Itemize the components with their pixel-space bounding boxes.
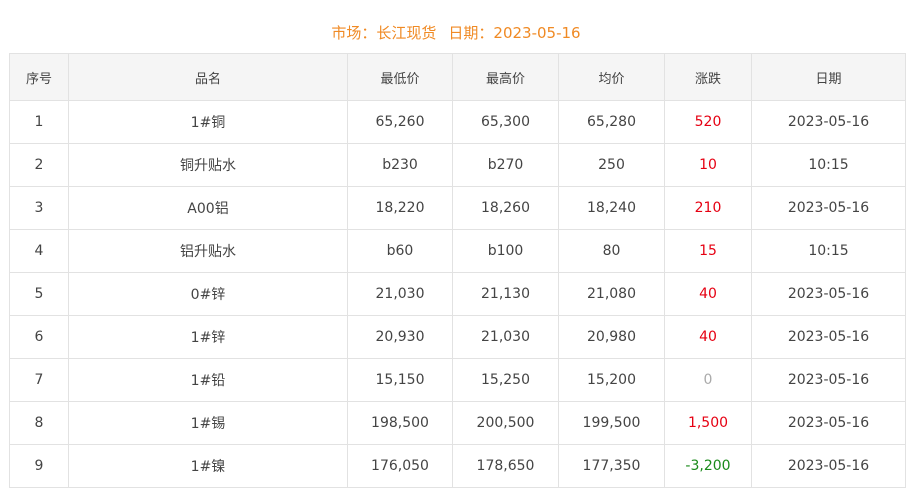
- cell-index: 2: [9, 143, 69, 187]
- cell-high: b100: [452, 229, 559, 273]
- price-table: 序号 品名 最低价 最高价 均价 涨跌 日期 1 1#铜 65,260 65,300 6…: [9, 53, 906, 488]
- cell-date: 2023-05-16: [751, 100, 906, 144]
- cell-low: 18,220: [347, 186, 453, 230]
- cell-name: 0#锌: [68, 272, 348, 316]
- cell-name: 1#铜: [68, 100, 348, 144]
- cell-low: b60: [347, 229, 453, 273]
- table-row: 5 0#锌 21,030 21,130 21,080 40 2023-05-16: [9, 272, 906, 316]
- cell-index: 5: [9, 272, 69, 316]
- cell-change: 10: [664, 143, 752, 187]
- table-row: 2 铜升贴水 b230 b270 250 10 10:15: [9, 143, 906, 187]
- cell-date: 2023-05-16: [751, 358, 906, 402]
- header-high: 最高价: [452, 53, 559, 101]
- cell-date: 10:15: [751, 143, 906, 187]
- cell-avg: 80: [558, 229, 665, 273]
- table-row: 9 1#镍 176,050 178,650 177,350 -3,200 2023-05-1…: [9, 444, 906, 488]
- cell-index: 7: [9, 358, 69, 402]
- header-index: 序号: [9, 53, 69, 101]
- cell-high: b270: [452, 143, 559, 187]
- table-row: 3 A00铝 18,220 18,260 18,240 210 2023-05-16: [9, 186, 906, 230]
- cell-change: 1,500: [664, 401, 752, 445]
- cell-index: 6: [9, 315, 69, 359]
- header-avg: 均价: [558, 53, 665, 101]
- cell-name: 铜升贴水: [68, 143, 348, 187]
- date-label: 日期：2023-05-16: [448, 24, 581, 42]
- cell-change: 40: [664, 272, 752, 316]
- table-row: 7 1#铅 15,150 15,250 15,200 0 2023-05-16: [9, 358, 906, 402]
- table-row: 1 1#铜 65,260 65,300 65,280 520 2023-05-16: [9, 100, 906, 144]
- cell-low: 21,030: [347, 272, 453, 316]
- cell-high: 178,650: [452, 444, 559, 488]
- cell-low: 176,050: [347, 444, 453, 488]
- table-row: 8 1#锡 198,500 200,500 199,500 1,500 2023-05-16: [9, 401, 906, 445]
- cell-high: 15,250: [452, 358, 559, 402]
- cell-avg: 21,080: [558, 272, 665, 316]
- cell-change: 210: [664, 186, 752, 230]
- cell-avg: 65,280: [558, 100, 665, 144]
- cell-date: 2023-05-16: [751, 401, 906, 445]
- cell-low: 198,500: [347, 401, 453, 445]
- header-change: 涨跌: [664, 53, 752, 101]
- cell-avg: 15,200: [558, 358, 665, 402]
- cell-name: 铝升贴水: [68, 229, 348, 273]
- cell-avg: 250: [558, 143, 665, 187]
- cell-high: 200,500: [452, 401, 559, 445]
- cell-avg: 18,240: [558, 186, 665, 230]
- cell-low: 20,930: [347, 315, 453, 359]
- cell-date: 2023-05-16: [751, 186, 906, 230]
- cell-index: 4: [9, 229, 69, 273]
- market-label: 市场：长江现货: [331, 24, 437, 42]
- cell-name: 1#铅: [68, 358, 348, 402]
- page-title: 市场：长江现货 日期：2023-05-16: [0, 22, 912, 43]
- cell-low: 65,260: [347, 100, 453, 144]
- cell-index: 8: [9, 401, 69, 445]
- cell-name: 1#锡: [68, 401, 348, 445]
- cell-high: 65,300: [452, 100, 559, 144]
- cell-date: 10:15: [751, 229, 906, 273]
- cell-change: 40: [664, 315, 752, 359]
- table-row: 6 1#锌 20,930 21,030 20,980 40 2023-05-16: [9, 315, 906, 359]
- cell-high: 21,030: [452, 315, 559, 359]
- cell-name: 1#锌: [68, 315, 348, 359]
- cell-date: 2023-05-16: [751, 315, 906, 359]
- cell-change: 0: [664, 358, 752, 402]
- cell-date: 2023-05-16: [751, 444, 906, 488]
- cell-index: 1: [9, 100, 69, 144]
- cell-low: b230: [347, 143, 453, 187]
- table-row: 4 铝升贴水 b60 b100 80 15 10:15: [9, 229, 906, 273]
- cell-high: 21,130: [452, 272, 559, 316]
- cell-name: A00铝: [68, 186, 348, 230]
- header-row: 序号 品名 最低价 最高价 均价 涨跌 日期: [9, 53, 906, 101]
- cell-high: 18,260: [452, 186, 559, 230]
- cell-avg: 199,500: [558, 401, 665, 445]
- cell-index: 3: [9, 186, 69, 230]
- cell-avg: 177,350: [558, 444, 665, 488]
- header-name: 品名: [68, 53, 348, 101]
- cell-low: 15,150: [347, 358, 453, 402]
- cell-change: 15: [664, 229, 752, 273]
- header-low: 最低价: [347, 53, 453, 101]
- header-date: 日期: [751, 53, 906, 101]
- cell-name: 1#镍: [68, 444, 348, 488]
- cell-index: 9: [9, 444, 69, 488]
- cell-avg: 20,980: [558, 315, 665, 359]
- cell-date: 2023-05-16: [751, 272, 906, 316]
- cell-change: -3,200: [664, 444, 752, 488]
- cell-change: 520: [664, 100, 752, 144]
